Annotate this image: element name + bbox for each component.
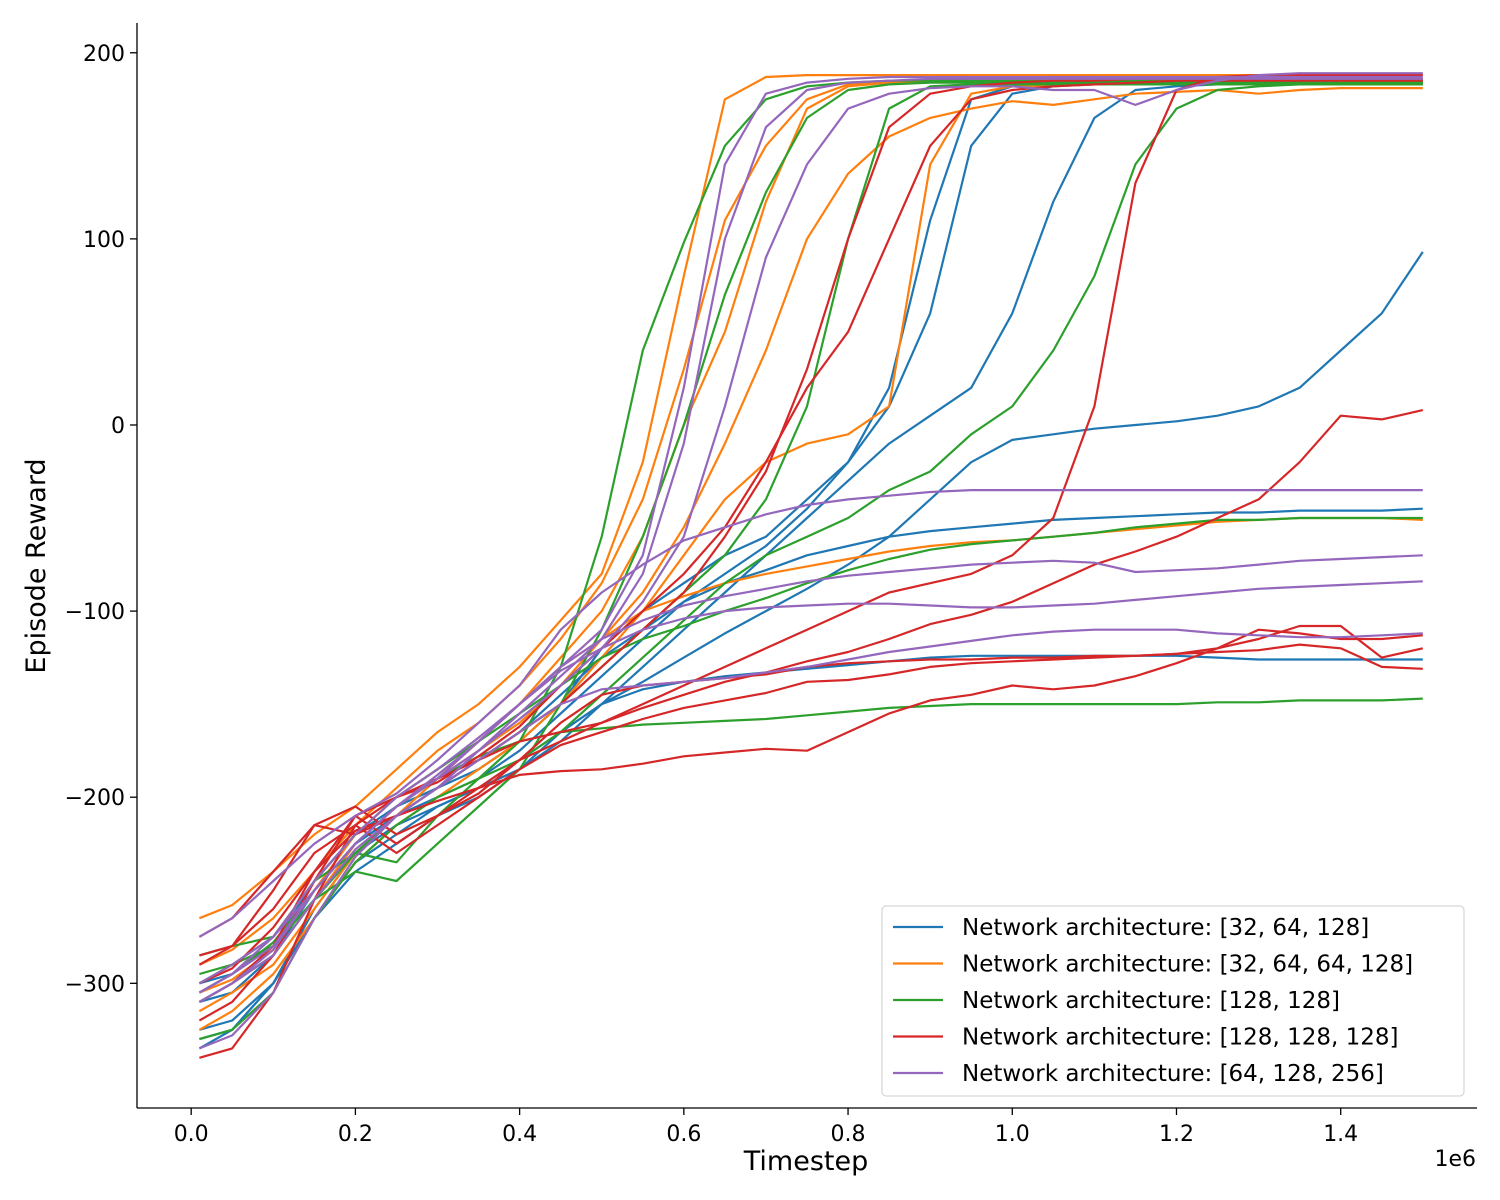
series-0-run-1-line	[199, 81, 1423, 1003]
legend-label: Network architecture: [32, 64, 64, 128]	[962, 952, 1413, 978]
series-0-run-0-line	[199, 81, 1423, 1041]
series-4-run-2-line	[198, 72, 1423, 1003]
series-4-run-5-line	[198, 580, 1423, 1003]
series-4-run-6-line	[198, 628, 1423, 1050]
x-ticks: 0.0 0.2 0.4 0.6 0.8 1.0 1.2 1.4	[174, 1108, 1358, 1147]
legend-frame	[881, 905, 1465, 1097]
series-4-run-4-line	[198, 554, 1423, 994]
y-tick-label: 100	[83, 228, 125, 253]
series-1-run-3-line	[198, 87, 1423, 1003]
x-tick-label: 1.4	[1323, 1122, 1358, 1147]
y-tick-label: 200	[83, 42, 125, 67]
y-tick-label: −100	[65, 600, 125, 625]
x-tick-label: 1.0	[995, 1122, 1030, 1147]
legend-entries: Network architecture: [32, 64, 128] Netwo…	[893, 915, 1413, 1087]
x-tick-label: 0.4	[502, 1122, 537, 1147]
y-ticks: −300 −200 −100 0 100 200	[65, 42, 137, 997]
x-tick-label: 1.2	[1159, 1122, 1194, 1147]
x-tick-label: 0.0	[174, 1122, 209, 1147]
legend: Network architecture: [32, 64, 128] Netwo…	[881, 905, 1465, 1097]
y-tick-label: −200	[65, 786, 125, 811]
x-tick-label: 0.6	[666, 1122, 701, 1147]
series-3-run-0-line	[198, 77, 1423, 1022]
y-tick-label: −300	[65, 972, 125, 997]
series-layer	[198, 72, 1424, 1059]
series-1-run-4-line	[198, 83, 1423, 1031]
x-tick-label: 0.8	[831, 1122, 866, 1147]
legend-label: Network architecture: [32, 64, 128]	[962, 915, 1369, 941]
legend-label: Network architecture: [128, 128, 128]	[962, 1025, 1398, 1051]
x-axis-label: Timestep	[743, 1146, 868, 1177]
y-axis-label: Episode Reward	[21, 458, 52, 673]
series-2-run-3-line	[199, 83, 1423, 1041]
legend-label: Network architecture: [64, 128, 256]	[962, 1061, 1384, 1087]
series-4-run-0-line	[198, 75, 1423, 985]
series-2-run-1-line	[199, 81, 1423, 976]
series-3-run-3-line	[198, 409, 1424, 938]
series-1-run-0-line	[198, 74, 1423, 920]
x-tick-label: 0.2	[338, 1122, 373, 1147]
series-3-run-6-line	[199, 643, 1423, 957]
series-4-run-3-line	[198, 489, 1423, 938]
series-1-run-2-line	[198, 79, 1423, 994]
y-tick-label: 0	[111, 414, 125, 439]
legend-label: Network architecture: [128, 128]	[962, 988, 1340, 1014]
x-offset-label: 1e6	[1434, 1147, 1476, 1172]
series-2-run-2-line	[198, 83, 1423, 1003]
series-0-run-2-line	[199, 81, 1423, 985]
